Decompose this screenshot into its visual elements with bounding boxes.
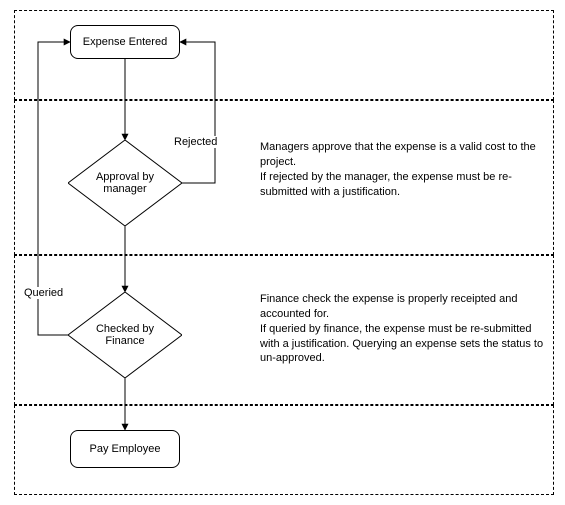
annotation-finance: Finance check the expense is properly re… [260,292,550,366]
edge-label-rejected: Rejected [172,136,219,148]
node-label: Checked by Finance [68,292,182,378]
node-label: Approval by manager [68,140,182,226]
node-approval-by-manager: Approval by manager [68,140,182,226]
edge-label-queried: Queried [22,287,65,299]
flowchart-canvas: Expense Entered Approval by manager Chec… [0,0,565,505]
annotation-line: If rejected by the manager, the expense … [260,170,550,200]
node-label: Pay Employee [90,443,161,455]
annotation-line: Finance check the expense is properly re… [260,292,550,322]
node-checked-by-finance: Checked by Finance [68,292,182,378]
annotation-line: If queried by finance, the expense must … [260,322,550,367]
annotation-manager: Managers approve that the expense is a v… [260,140,550,199]
node-expense-entered: Expense Entered [70,25,180,59]
node-pay-employee: Pay Employee [70,430,180,468]
annotation-line: Managers approve that the expense is a v… [260,140,550,170]
node-label: Expense Entered [83,36,167,48]
